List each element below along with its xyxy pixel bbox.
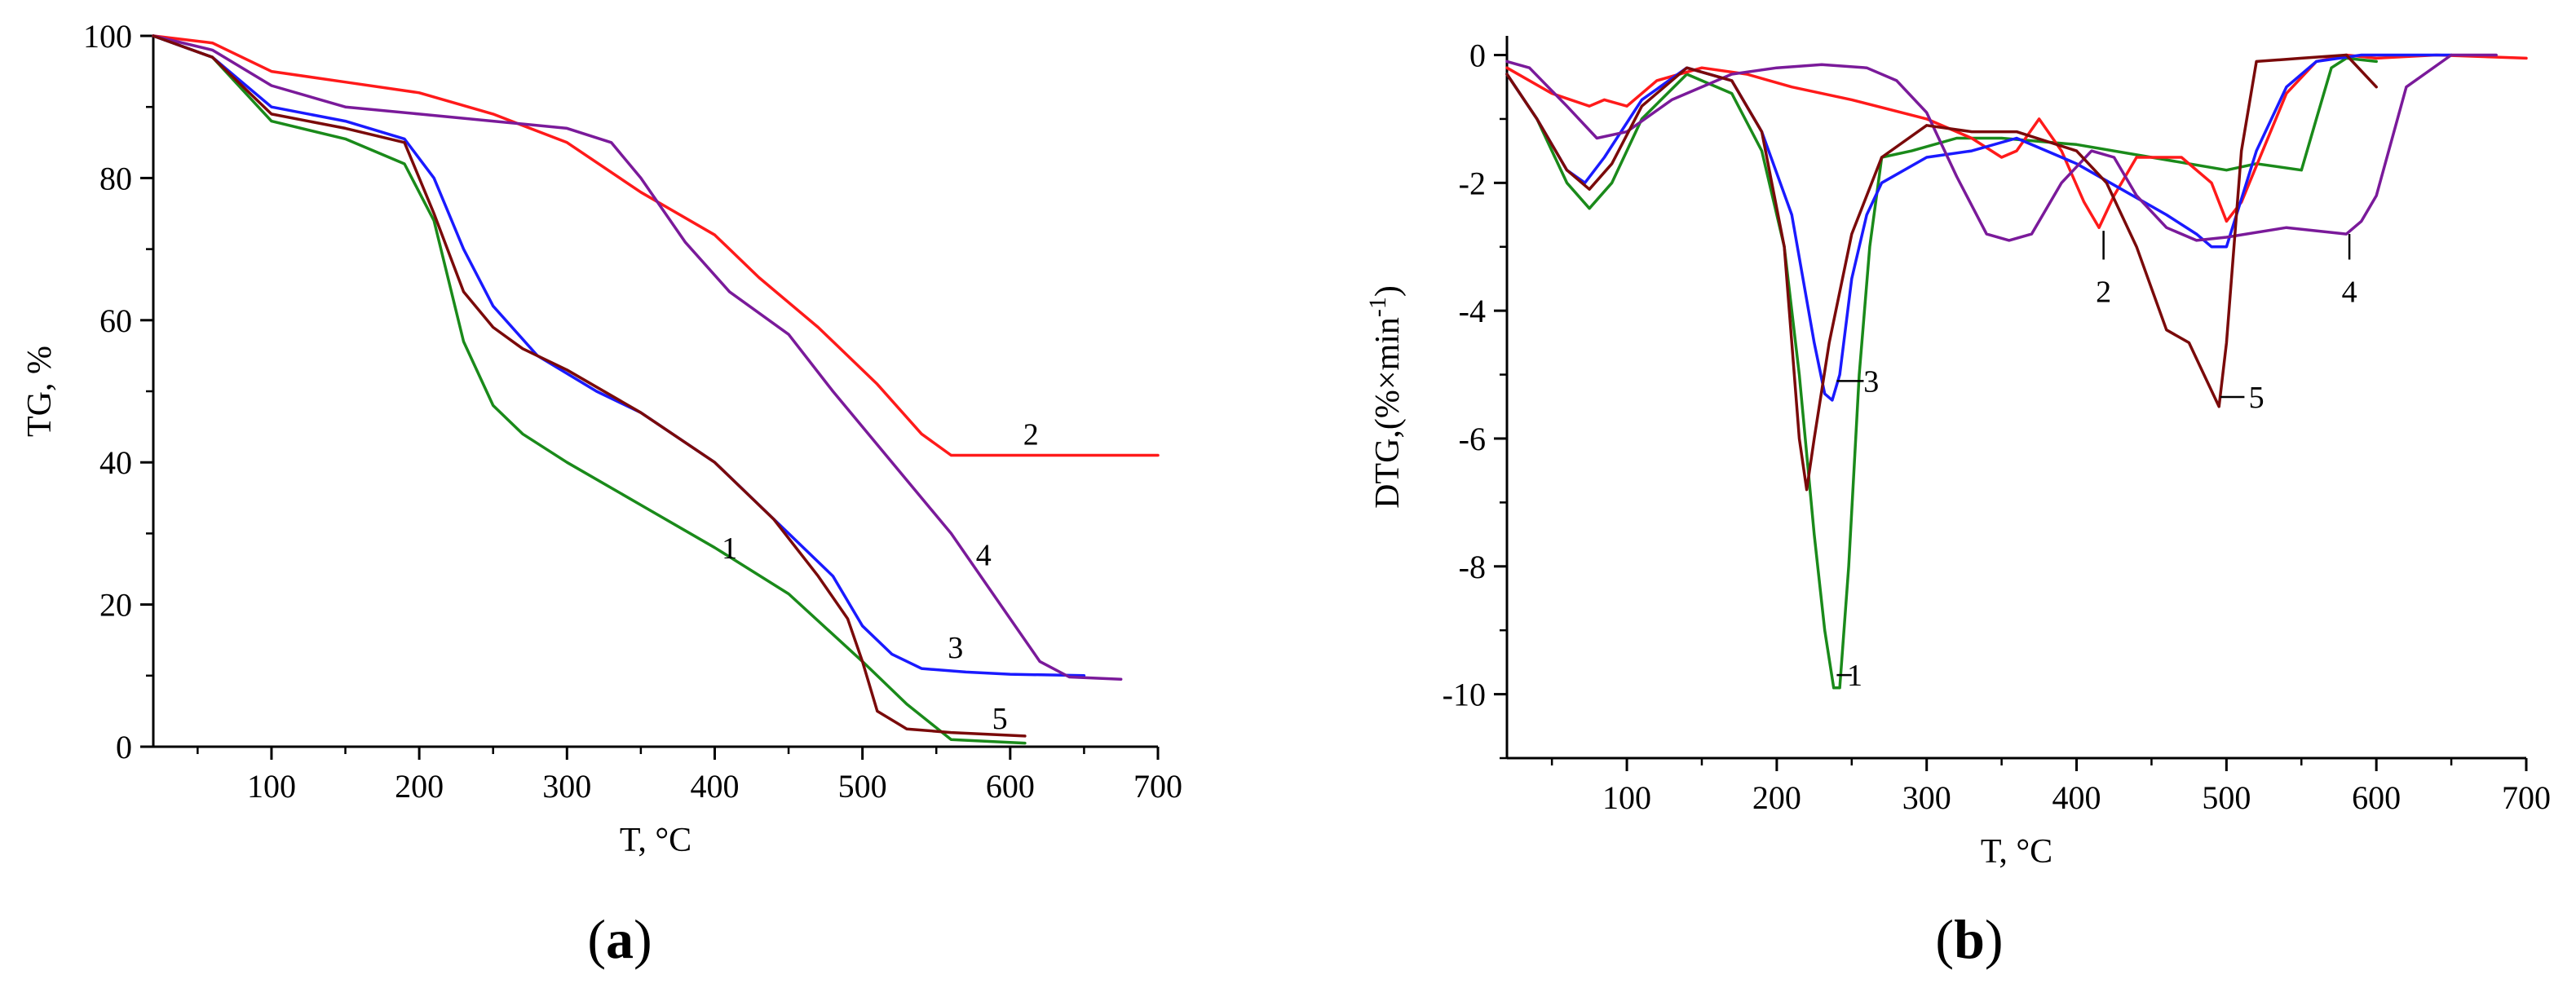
panel-a-y-tick-label: 40 xyxy=(99,444,132,481)
panel-b-dtg-chart: 100 200 300 400 500 600 700 0 -2 -4 -6 -8 -10 T, °C DT… xyxy=(1364,36,2551,970)
panel-a-series-4-line xyxy=(152,34,1123,681)
panel-a-x-tick-label: 400 xyxy=(690,768,739,805)
panel-a-y-tick-label: 60 xyxy=(99,302,132,339)
panel-b-curve-5-label: 5 xyxy=(2249,381,2264,415)
panel-a-curve-2-label: 2 xyxy=(1023,417,1039,452)
panel-b-x-tick-label: 300 xyxy=(1902,779,1951,816)
panel-b-x-tick-label: 100 xyxy=(1602,779,1651,816)
panel-b-x-axis-label: T, °C xyxy=(1981,833,2052,871)
panel-a-x-tick-label: 600 xyxy=(986,768,1035,805)
panel-a-y-tick-label: 20 xyxy=(99,587,132,624)
panel-a-curve-4-label: 4 xyxy=(976,539,992,573)
panel-b-x-tick-label: 400 xyxy=(2052,779,2101,816)
panel-a-series-5-line xyxy=(152,34,1027,738)
panel-a-series-3-line xyxy=(152,34,1086,677)
panel-b-series-2-line xyxy=(1505,53,2528,229)
panel-b-y-tick-label: -4 xyxy=(1459,293,1486,329)
panel-b-series-1-line xyxy=(1505,56,2378,690)
panel-a-curve-1-label: 1 xyxy=(722,531,737,566)
panel-a-caption-label: (a) xyxy=(587,908,652,970)
panel-a-curve-3-label: 3 xyxy=(948,631,963,665)
panel-b-x-tick-label: 500 xyxy=(2202,779,2251,816)
panel-a-tg-chart: 100 200 300 400 500 600 700 0 20 40 60 80 100 T, °C TG… xyxy=(21,18,1182,970)
panel-b-y-tick-label: 0 xyxy=(1469,37,1486,74)
panel-b-curve-2-label: 2 xyxy=(2096,276,2111,310)
panel-b-x-tick-label: 700 xyxy=(2502,779,2551,816)
panel-a-x-tick-label: 500 xyxy=(838,768,887,805)
panel-a-series-1-line xyxy=(152,34,1027,745)
panel-a-y-tick-label: 100 xyxy=(83,18,132,55)
panel-b-curve-3-label: 3 xyxy=(1863,364,1879,399)
panel-b-caption-label: (b) xyxy=(1935,908,2003,970)
panel-a-x-tick-label: 300 xyxy=(542,768,591,805)
panel-b-y-axis-label: DTG,(%×min-1) xyxy=(1364,285,1407,509)
panel-a-y-axis-label: TG, % xyxy=(21,346,59,437)
panel-b-y-tick-label: -10 xyxy=(1443,677,1486,713)
panel-a-x-tick-label: 100 xyxy=(247,768,296,805)
panel-a-y-tick-label: 80 xyxy=(99,160,132,196)
panel-a-x-tick-label: 200 xyxy=(395,768,444,805)
panel-a-curve-5-label: 5 xyxy=(992,702,1008,736)
panel-b-series-4-line xyxy=(1505,53,2498,242)
panel-b-x-tick-label: 600 xyxy=(2352,779,2401,816)
panel-b-series-5-line xyxy=(1505,53,2378,492)
panel-b-x-tick-label: 200 xyxy=(1752,779,1801,816)
panel-b-curve-1-label: 1 xyxy=(1847,659,1862,693)
panel-b-curve-4-label: 4 xyxy=(2342,276,2357,310)
panel-b-y-tick-label: -6 xyxy=(1459,421,1486,457)
panel-a-series-2-line xyxy=(152,34,1160,457)
panel-a-x-tick-label: 700 xyxy=(1133,768,1182,805)
panel-a-x-axis-label: T, °C xyxy=(620,822,691,859)
panel-a-y-tick-label: 0 xyxy=(116,729,132,765)
panel-b-y-tick-label: -8 xyxy=(1459,549,1486,585)
panel-b-y-tick-label: -2 xyxy=(1459,165,1486,201)
panel-b-series-3-line xyxy=(1505,53,2453,402)
